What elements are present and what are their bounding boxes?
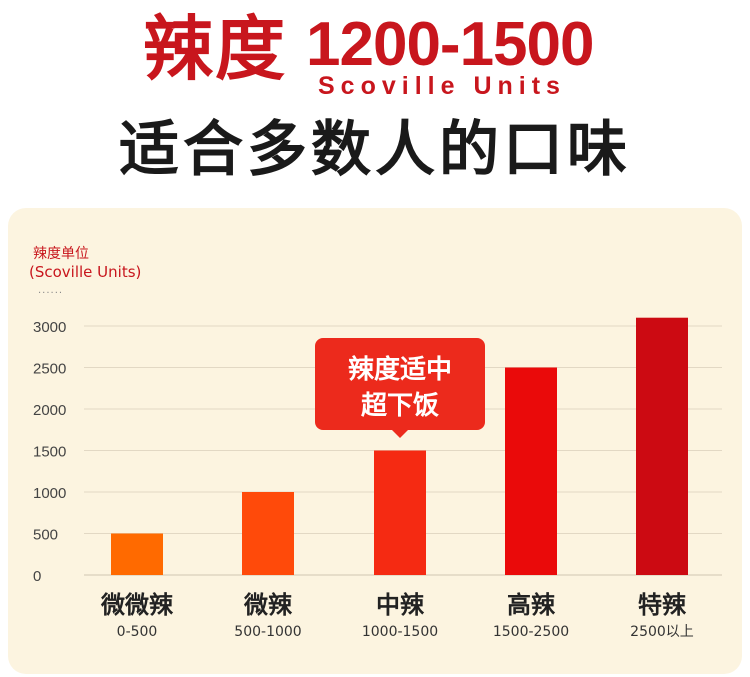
y-axis-label-cn: 辣度单位 [33, 246, 89, 262]
y-tick-label: 2000 [33, 402, 66, 419]
bar [505, 367, 557, 575]
bar [242, 492, 294, 575]
category-label: 微辣 500-1000 [198, 593, 338, 639]
category-range: 500-1000 [234, 624, 302, 640]
title-spiciness-label: 辣度 [143, 8, 287, 90]
category-range: 1500-2500 [492, 624, 570, 640]
y-tick-label: 3000 [33, 319, 66, 336]
callout-line-2: 超下饭 [361, 391, 439, 421]
y-axis-label-dots: ...... [38, 285, 64, 296]
category-range: 0-500 [116, 624, 158, 640]
title-scoville-range: 1200-1500 [306, 10, 594, 79]
page-subtitle: 适合多数人的口味 [119, 115, 631, 185]
category-name: 微微辣 [101, 591, 173, 619]
y-tick-label: 1000 [33, 485, 66, 502]
bar [111, 533, 163, 575]
category-name: 高辣 [507, 591, 555, 619]
bar [374, 450, 426, 575]
y-tick-label: 1500 [33, 444, 66, 461]
y-tick-label: 0 [33, 568, 41, 585]
title-unit: Scoville Units [318, 72, 566, 100]
category-range: 2500以上 [630, 624, 694, 640]
category-name: 微辣 [244, 591, 292, 619]
header: 辣度 1200-1500 Scoville Units 适合多数人的口味 [0, 0, 750, 200]
category-label: 特辣 2500以上 [592, 593, 732, 639]
callout-bubble [315, 338, 485, 430]
y-tick-label: 500 [33, 527, 58, 544]
y-axis-label-en: (Scoville Units) [29, 263, 142, 281]
callout-line-1: 辣度适中 [348, 354, 452, 385]
category-name: 中辣 [376, 591, 424, 619]
category-label: 高辣 1500-2500 [461, 593, 601, 639]
category-name: 特辣 [638, 591, 686, 619]
y-tick-label: 2500 [33, 361, 66, 378]
bar [636, 317, 688, 575]
category-label: 微微辣 0-500 [67, 593, 207, 639]
category-label: 中辣 1000-1500 [330, 593, 470, 639]
callout-pointer [392, 430, 408, 438]
category-range: 1000-1500 [361, 624, 439, 640]
chart-card [8, 208, 742, 674]
